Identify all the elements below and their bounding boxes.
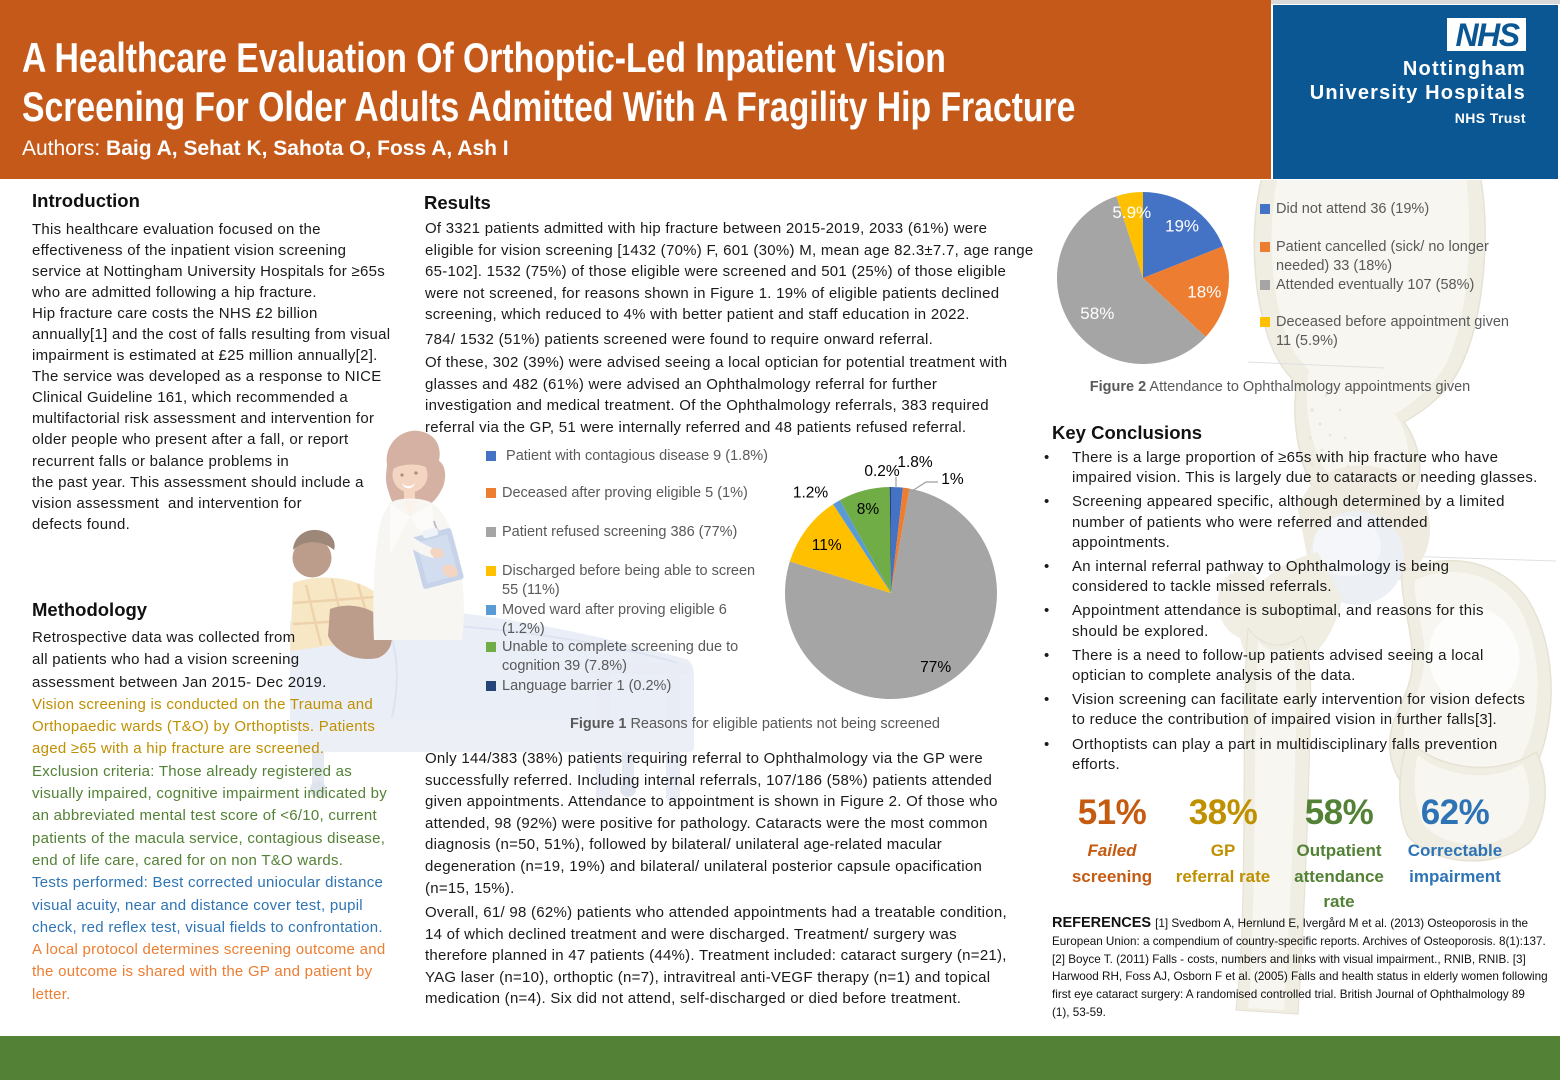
svg-text:1.2%: 1.2%: [793, 485, 829, 502]
svg-text:1.8%: 1.8%: [897, 454, 933, 471]
svg-text:NHS: NHS: [1455, 18, 1520, 51]
svg-text:19%: 19%: [1165, 217, 1199, 236]
svg-text:1%: 1%: [941, 471, 964, 488]
svg-text:18%: 18%: [1187, 283, 1221, 302]
svg-text:58%: 58%: [1080, 304, 1114, 323]
svg-text:8%: 8%: [857, 501, 880, 518]
svg-text:0.2%: 0.2%: [864, 463, 900, 480]
svg-text:11%: 11%: [812, 537, 842, 554]
svg-text:77%: 77%: [920, 659, 951, 676]
svg-text:5.9%: 5.9%: [1112, 203, 1151, 222]
